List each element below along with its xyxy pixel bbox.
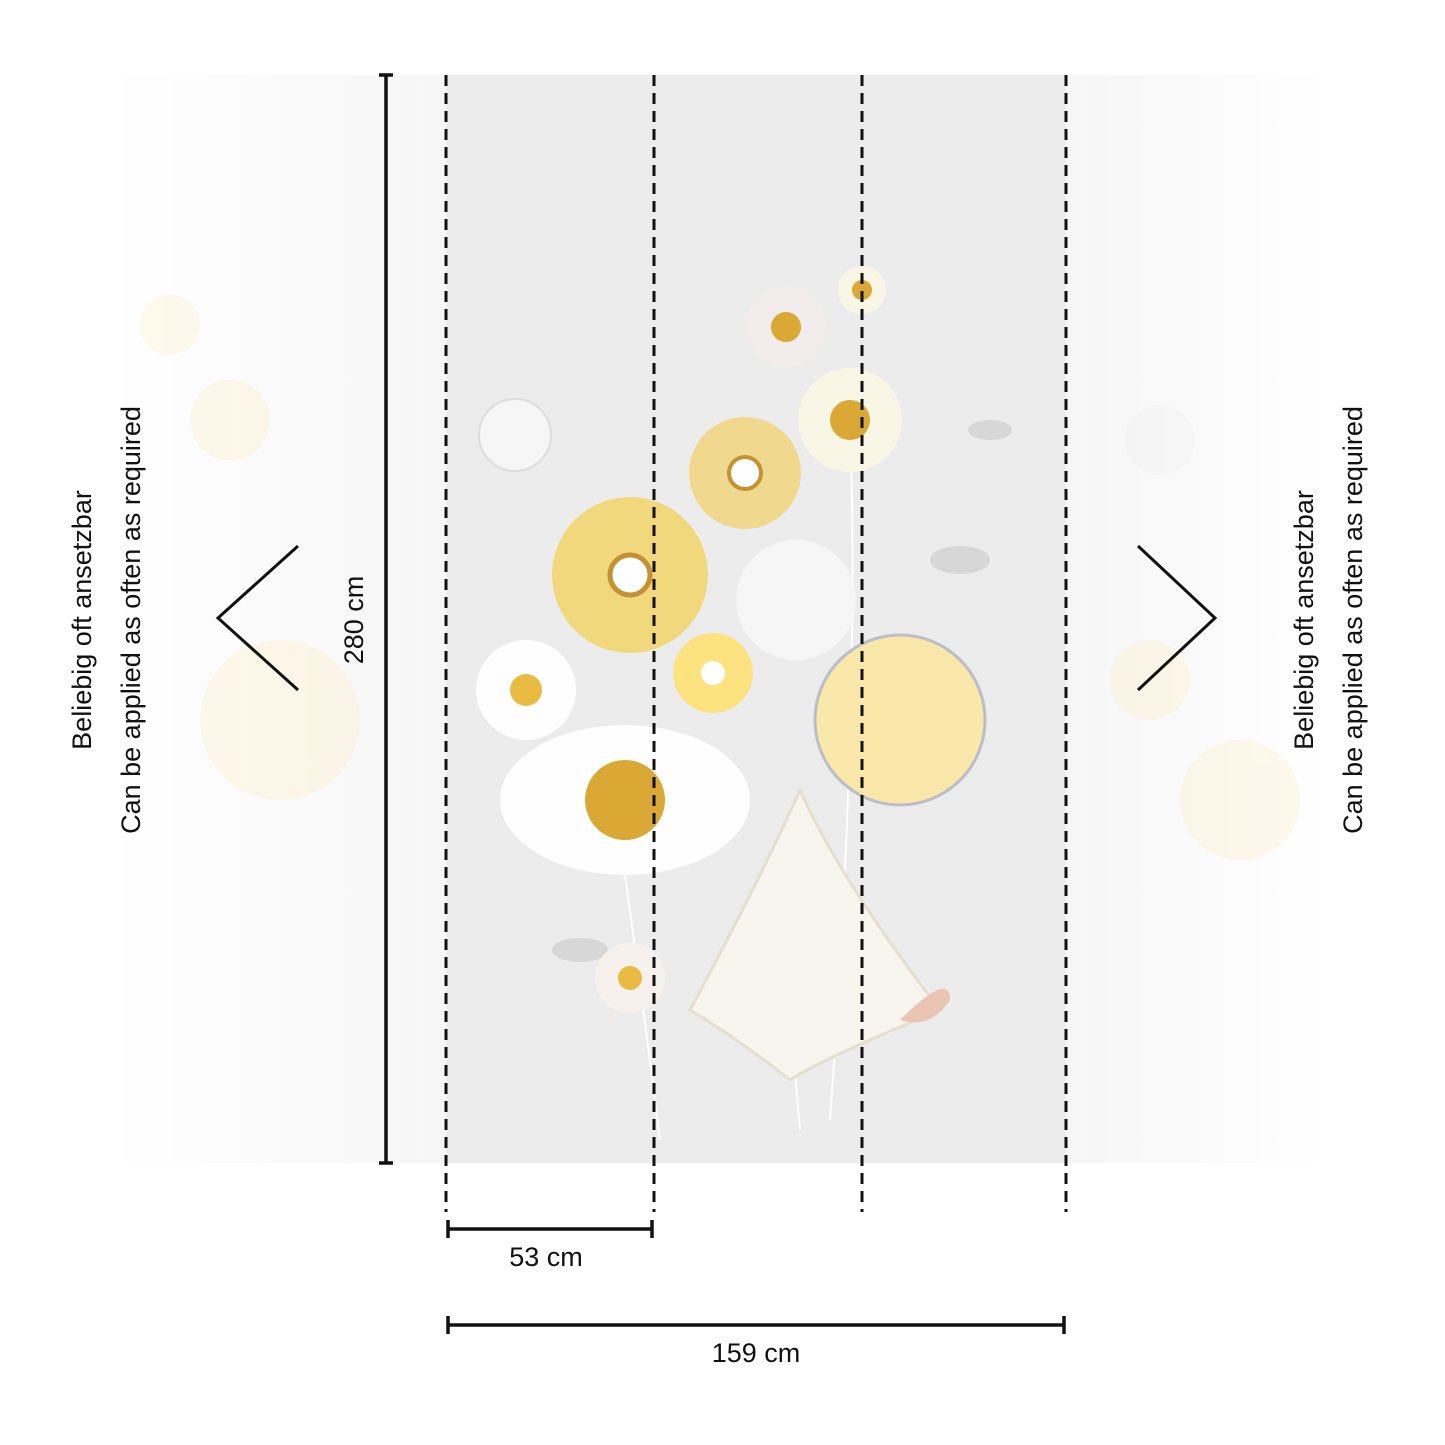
total-width-bar (446, 1316, 1066, 1334)
panel-width-dimension: 53 cm (446, 1220, 654, 1272)
panel-seams (444, 75, 1068, 1212)
total-width-dimension: 159 cm (446, 1316, 1066, 1368)
panel-width-bar (446, 1220, 654, 1238)
height-bar (379, 73, 393, 1165)
floral-artwork (140, 266, 1300, 1141)
left-chevron (215, 544, 300, 692)
side-note: Beliebig oft ansetzbar (1289, 490, 1319, 750)
right-chevron (1136, 544, 1218, 692)
height-dimension: 280 cm (339, 73, 393, 1165)
faded-left-panel (110, 75, 446, 1163)
total-width-label: 159 cm (712, 1338, 801, 1368)
side-note: Beliebig oft ansetzbar (67, 490, 97, 750)
height-label: 280 cm (339, 576, 369, 665)
side-note: Can be applied as often as required (1338, 406, 1368, 834)
side-note: Can be applied as often as required (116, 406, 146, 834)
faded-right-panel (1066, 75, 1326, 1163)
panel-width-label: 53 cm (509, 1242, 583, 1272)
